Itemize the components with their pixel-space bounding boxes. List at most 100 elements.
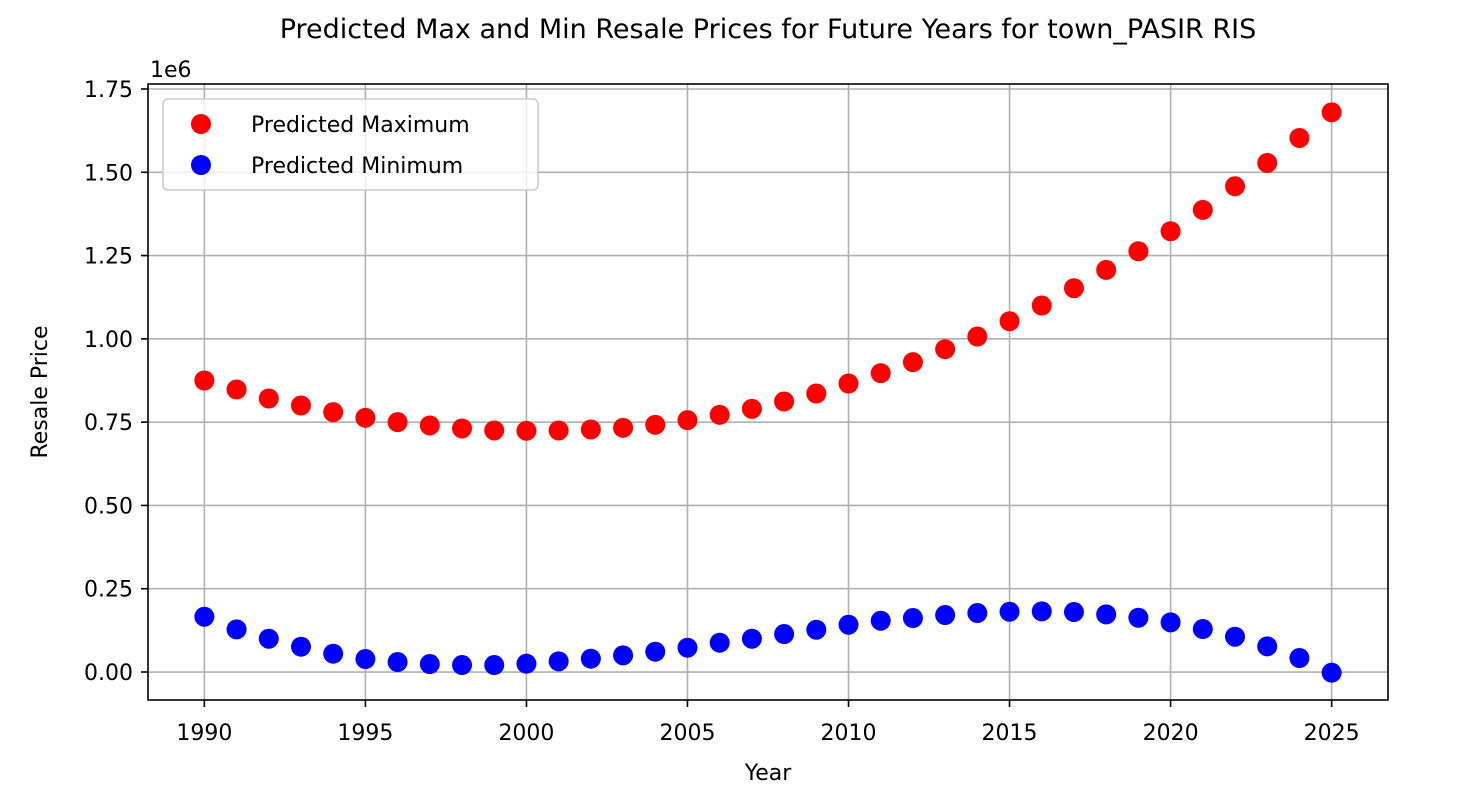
predicted-maximum-point [484, 420, 505, 441]
predicted-maximum-point [194, 370, 215, 391]
predicted-minimum-point [902, 608, 923, 629]
predicted-minimum-point [1128, 607, 1149, 628]
predicted-minimum-point [838, 614, 859, 635]
data-points [194, 102, 1342, 683]
legend-box [162, 98, 539, 191]
predicted-maximum-point [387, 412, 408, 433]
legend-label-minimum: Predicted Minimum [251, 154, 463, 179]
predicted-maximum-point [355, 407, 376, 428]
predicted-maximum-point [548, 420, 569, 441]
predicted-minimum-point [355, 649, 376, 670]
predicted-maximum-point [1289, 127, 1310, 148]
y-tick-label: 0.50 [84, 494, 133, 519]
predicted-maximum-point [258, 388, 279, 409]
predicted-minimum-point [419, 654, 440, 675]
predicted-minimum-point [258, 628, 279, 649]
legend-marker-maximum [191, 114, 211, 134]
predicted-minimum-point [387, 652, 408, 673]
x-tick-label: 1995 [337, 721, 393, 746]
predicted-maximum-point [226, 379, 247, 400]
x-tick-label: 2000 [498, 721, 554, 746]
predicted-maximum-point [1192, 199, 1213, 220]
predicted-minimum-point [806, 619, 827, 640]
predicted-maximum-point [902, 352, 923, 373]
predicted-maximum-point [516, 420, 537, 441]
predicted-maximum-point [999, 311, 1020, 332]
predicted-maximum-point [323, 402, 344, 423]
predicted-maximum-point [967, 326, 988, 347]
predicted-minimum-point [935, 605, 956, 626]
predicted-minimum-point [1031, 601, 1052, 622]
x-tick-label: 2025 [1304, 721, 1360, 746]
predicted-minimum-point [484, 655, 505, 676]
predicted-maximum-point [452, 418, 473, 439]
predicted-minimum-point [1160, 612, 1181, 633]
predicted-minimum-point [1192, 619, 1213, 640]
predicted-minimum-point [290, 636, 311, 657]
predicted-minimum-point [967, 603, 988, 624]
y-tick-label: 1.00 [84, 328, 133, 353]
chart-title: Predicted Max and Min Resale Prices for … [280, 14, 1257, 45]
predicted-minimum-point [1063, 602, 1084, 623]
y-offset-label: 1e6 [150, 58, 192, 83]
x-tick-label: 2015 [982, 721, 1038, 746]
predicted-maximum-point [806, 383, 827, 404]
y-axis-ticks: 0.00 0.25 0.50 0.75 1.00 1.25 1.50 1.75 [84, 78, 148, 686]
predicted-maximum-point [1257, 152, 1278, 173]
predicted-minimum-point [1257, 636, 1278, 657]
predicted-minimum-point [580, 648, 601, 669]
predicted-minimum-point [226, 619, 247, 640]
predicted-minimum-point [999, 601, 1020, 622]
predicted-maximum-point [419, 415, 440, 436]
predicted-maximum-point [580, 419, 601, 440]
predicted-minimum-point [709, 632, 730, 653]
predicted-minimum-point [741, 628, 762, 649]
x-axis-ticks: 1990 1995 2000 2005 2010 2015 2020 2025 [176, 700, 1360, 746]
predicted-maximum-point [613, 417, 634, 438]
predicted-minimum-point [452, 655, 473, 676]
x-tick-label: 2010 [821, 721, 877, 746]
y-axis-title: Resale Price [28, 325, 53, 458]
x-tick-label: 1990 [176, 721, 232, 746]
predicted-minimum-point [1096, 604, 1117, 625]
predicted-minimum-point [1289, 648, 1310, 669]
legend-label-maximum: Predicted Maximum [251, 113, 470, 138]
predicted-minimum-point [194, 606, 215, 627]
predicted-minimum-point [774, 624, 795, 645]
y-tick-label: 0.25 [84, 578, 133, 603]
predicted-maximum-point [290, 395, 311, 416]
legend-marker-minimum [191, 155, 211, 175]
predicted-maximum-point [935, 339, 956, 360]
predicted-minimum-point [613, 645, 634, 666]
predicted-maximum-point [1128, 241, 1149, 262]
predicted-minimum-point [1225, 626, 1246, 647]
predicted-minimum-point [870, 610, 891, 631]
predicted-maximum-point [709, 404, 730, 425]
predicted-maximum-point [870, 363, 891, 384]
y-tick-label: 1.75 [84, 78, 133, 103]
x-axis-title: Year [744, 761, 793, 786]
predicted-minimum-point [548, 651, 569, 672]
predicted-minimum-point [323, 643, 344, 664]
y-tick-label: 1.50 [84, 161, 133, 186]
predicted-maximum-point [1160, 221, 1181, 242]
x-tick-label: 2005 [659, 721, 715, 746]
predicted-maximum-point [645, 414, 666, 435]
predicted-maximum-point [1096, 259, 1117, 280]
predicted-maximum-point [741, 398, 762, 419]
y-tick-label: 1.25 [84, 245, 133, 270]
predicted-maximum-point [1321, 102, 1342, 123]
predicted-minimum-point [1321, 662, 1342, 683]
predicted-maximum-point [1063, 278, 1084, 299]
predicted-minimum-point [645, 641, 666, 662]
predicted-maximum-point [774, 391, 795, 412]
predicted-maximum-point [1031, 295, 1052, 316]
legend: Predicted Maximum Predicted Minimum [162, 98, 539, 191]
predicted-minimum-point [516, 653, 537, 674]
y-tick-label: 0.75 [84, 411, 133, 436]
y-tick-label: 0.00 [84, 661, 133, 686]
predicted-maximum-point [1225, 176, 1246, 197]
plot-frame [147, 83, 1389, 701]
